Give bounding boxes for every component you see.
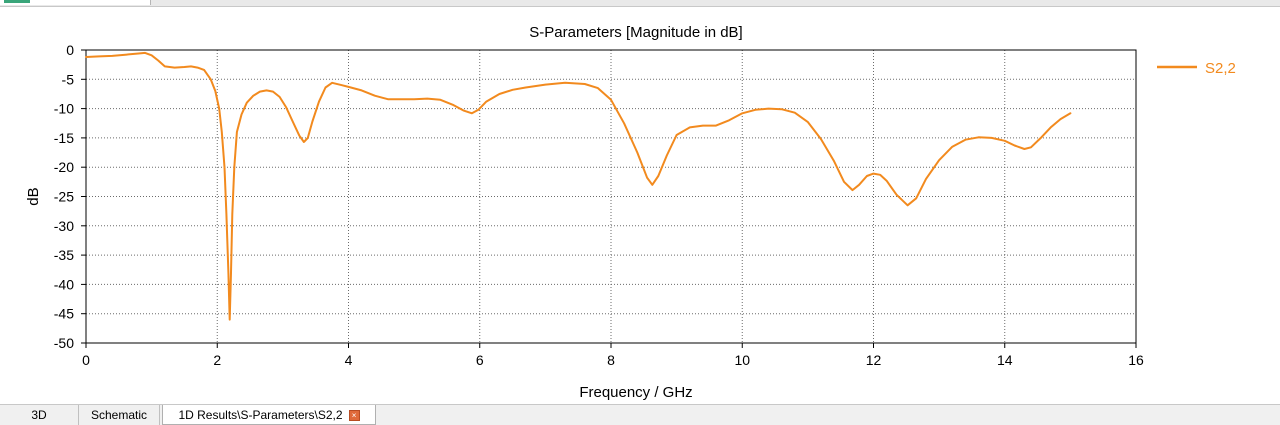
- plot-border: [85, 49, 1137, 344]
- tab-results-s22[interactable]: 1D Results\S-Parameters\S2,2 ×: [162, 405, 376, 425]
- chart-title: S-Parameters [Magnitude in dB]: [529, 24, 742, 41]
- x-tick-label: 8: [607, 352, 615, 368]
- y-tick-label: -45: [54, 306, 74, 322]
- series-line-s22: [85, 51, 1072, 321]
- y-tick-label: -10: [54, 101, 74, 117]
- y-tick-label: -15: [54, 130, 74, 146]
- tab-schematic[interactable]: Schematic: [79, 405, 160, 425]
- y-tick-label: -50: [54, 335, 74, 351]
- tab-results-label: 1D Results\S-Parameters\S2,2: [178, 408, 343, 422]
- close-tab-icon[interactable]: ×: [348, 410, 360, 422]
- y-axis-label: dB: [25, 187, 42, 205]
- tab-schematic-label: Schematic: [90, 408, 148, 422]
- y-tick-label: -40: [54, 276, 74, 292]
- y-tick-label: -35: [54, 247, 74, 263]
- y-tick-label: -25: [54, 189, 74, 205]
- chart-panel: 0 2 4 6 8 10 12 14 16 0 -5 -10 -15 -20 -25 -30 -35 -40 -45…: [0, 6, 1280, 405]
- x-tick-label: 14: [997, 352, 1013, 368]
- x-tick-label: 0: [82, 352, 90, 368]
- tab-3d-label: 3D: [31, 408, 47, 422]
- x-tick-label: 4: [345, 352, 353, 368]
- x-tick-label: 2: [213, 352, 221, 368]
- x-tick-label: 10: [734, 352, 750, 368]
- s-parameter-chart: 0 2 4 6 8 10 12 14 16 0 -5 -10 -15 -20 -25 -30 -35 -40 -45…: [25, 24, 1236, 401]
- legend-label-s22: S2,2: [1205, 60, 1236, 77]
- tab-3d[interactable]: 3D: [0, 405, 79, 425]
- y-tick-label: -20: [54, 159, 74, 175]
- top-tab-icon: [4, 0, 30, 3]
- x-tick-label: 16: [1128, 352, 1144, 368]
- y-tick-label: -5: [62, 71, 75, 87]
- top-tab[interactable]: [0, 0, 151, 5]
- y-tick-label: -30: [54, 218, 74, 234]
- y-tick-label: 0: [66, 42, 74, 58]
- top-tab-strip: [0, 0, 1280, 6]
- x-tick-label: 6: [476, 352, 484, 368]
- x-tick-label: 12: [866, 352, 882, 368]
- x-axis-label: Frequency / GHz: [579, 384, 692, 401]
- bottom-tab-bar: 3D Schematic 1D Results\S-Parameters\S2,…: [0, 404, 1280, 425]
